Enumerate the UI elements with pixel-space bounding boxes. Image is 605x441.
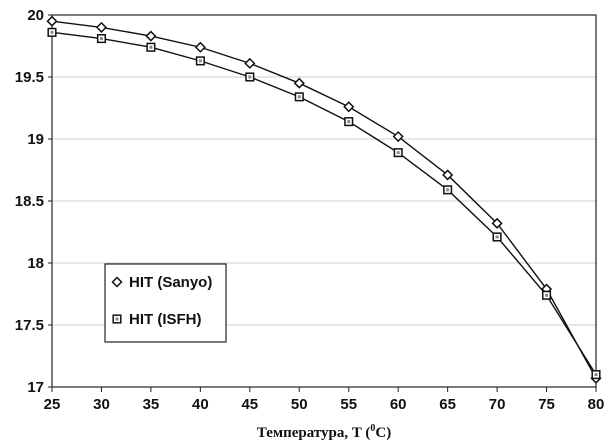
diamond-point xyxy=(293,77,305,89)
diamond-point xyxy=(343,101,355,113)
x-tick-label: 30 xyxy=(93,396,110,413)
legend-item: HIT (Sanyo) xyxy=(111,274,212,291)
x-axis-label-sup: 0 xyxy=(370,423,375,434)
legend-item: HIT (ISFH) xyxy=(112,311,202,328)
x-tick-label: 80 xyxy=(588,396,605,413)
diamond-point xyxy=(392,130,404,143)
x-tick-label: 65 xyxy=(439,396,456,413)
square-point-center xyxy=(297,95,301,99)
y-tick-label: 17.5 xyxy=(15,317,44,334)
y-tick-label: 20 xyxy=(27,7,44,24)
series-2 xyxy=(47,27,601,380)
x-tick-label: 40 xyxy=(192,396,209,413)
y-tick-label: 18.5 xyxy=(15,193,44,210)
diamond-point xyxy=(46,15,58,27)
legend-square-icon-center xyxy=(115,317,119,321)
y-axis: 17 17.5 18 18.5 19 19.5 20 xyxy=(15,7,52,396)
diamond-point xyxy=(95,21,108,33)
square-point-center xyxy=(99,37,103,41)
series-line xyxy=(51,20,597,379)
y-tick-label: 18 xyxy=(27,255,44,272)
diamond-point xyxy=(145,30,157,42)
diamond-point xyxy=(491,217,503,229)
legend-box xyxy=(104,263,227,343)
square-point-center xyxy=(149,45,153,49)
x-tick-label: 75 xyxy=(538,396,555,413)
series-layer xyxy=(46,15,602,384)
legend-diamond-icon xyxy=(111,276,123,288)
x-tick-label: 55 xyxy=(340,396,357,413)
x-axis-label-end: C) xyxy=(375,425,391,441)
diamond-point xyxy=(194,41,206,53)
y-tick-label: 19 xyxy=(27,131,44,148)
x-tick-label: 35 xyxy=(143,396,160,413)
x-tick-label: 70 xyxy=(489,396,506,413)
x-tick-label: 45 xyxy=(241,396,258,413)
square-point-center xyxy=(545,293,549,297)
square-point-center xyxy=(347,120,351,124)
y-tick-label: 19.5 xyxy=(15,69,44,86)
x-tick-label: 60 xyxy=(390,396,407,413)
x-axis-label-main: Температура, T ( xyxy=(257,425,371,441)
series-line xyxy=(51,31,597,375)
x-tick-label: 25 xyxy=(44,396,61,413)
x-tick-label: 50 xyxy=(291,396,308,413)
x-axis-label: Температура, T (0C) xyxy=(257,423,391,441)
diamond-point xyxy=(442,169,454,181)
square-point-center xyxy=(594,373,598,377)
legend-label: HIT (ISFH) xyxy=(129,311,202,328)
x-axis: 25 30 35 40 45 50 55 60 65 70 75 80 xyxy=(44,387,605,413)
diamond-point xyxy=(244,57,256,69)
legend-label: HIT (Sanyo) xyxy=(129,274,212,291)
square-point-center xyxy=(50,30,54,34)
legend: HIT (Sanyo) HIT (ISFH) xyxy=(104,263,227,343)
square-point-center xyxy=(446,188,450,192)
square-point-center xyxy=(248,75,252,79)
square-point-center xyxy=(198,59,202,63)
square-point-center xyxy=(495,235,499,239)
y-tick-label: 17 xyxy=(27,379,44,396)
square-point-center xyxy=(396,151,400,155)
